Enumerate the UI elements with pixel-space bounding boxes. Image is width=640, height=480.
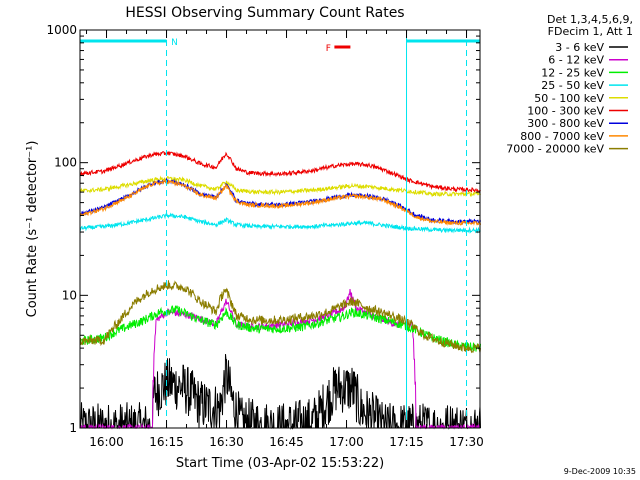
y-tick-label: 100 (54, 156, 77, 170)
series-line (79, 177, 481, 225)
series-line (79, 212, 481, 234)
legend: Det 1,3,4,5,6,9,FDecim 1, Att 1 3 - 6 keV… (506, 13, 633, 156)
date-stamp: 9-Dec-2009 10:35 (564, 467, 636, 476)
legend-entry-label: 12 - 25 keV (541, 66, 604, 79)
chart-title: HESSI Observing Summary Count Rates (125, 5, 404, 21)
legend-entry-label: 50 - 100 keV (534, 92, 604, 105)
x-tick-label: 16:45 (269, 435, 304, 449)
series-line (79, 179, 481, 226)
series-line (79, 305, 481, 352)
y-tick-label: 10 (62, 288, 77, 302)
marker-layer: NF (80, 30, 480, 428)
x-axis-label: Start Time (03-Apr-02 15:53:22) (176, 456, 384, 471)
x-tick-label: 16:30 (209, 435, 244, 449)
legend-header-line: FDecim 1, Att 1 (548, 25, 633, 38)
legend-entry-label: 7000 - 20000 keV (506, 143, 604, 156)
legend-entry-label: 100 - 300 keV (527, 105, 604, 118)
x-tick-label: 17:30 (449, 435, 484, 449)
x-tick-label: 17:15 (389, 435, 424, 449)
legend-entry-label: 800 - 7000 keV (520, 130, 604, 143)
legend-entry-label: 6 - 12 keV (548, 54, 604, 67)
x-tick-label: 16:00 (89, 435, 124, 449)
x-tick-label: 16:15 (149, 435, 184, 449)
axis-layer: 16:00 16:15 16:30 16:45 17:00 17:15 17:30 1 10 10… (46, 23, 483, 449)
attenuator-label-n: N (171, 38, 178, 48)
series-line (79, 354, 481, 430)
y-tick-label: 1000 (46, 23, 77, 37)
series-line (79, 280, 481, 354)
x-tick-label: 17:00 (329, 435, 364, 449)
legend-entry-label: 25 - 50 keV (541, 79, 604, 92)
legend-header-line: Det 1,3,4,5,6,9, (547, 13, 633, 26)
flag-f-label: F (326, 44, 331, 54)
legend-entry-label: 300 - 800 keV (527, 117, 604, 130)
series-line (79, 175, 481, 198)
legend-entry-label: 3 - 6 keV (555, 41, 604, 54)
plot-frame (79, 29, 481, 429)
y-axis-label: Count Rate (s⁻¹ detector⁻¹) (25, 141, 40, 318)
series-layer (79, 150, 481, 430)
y-tick-label: 1 (69, 421, 77, 435)
series-line (79, 150, 481, 194)
